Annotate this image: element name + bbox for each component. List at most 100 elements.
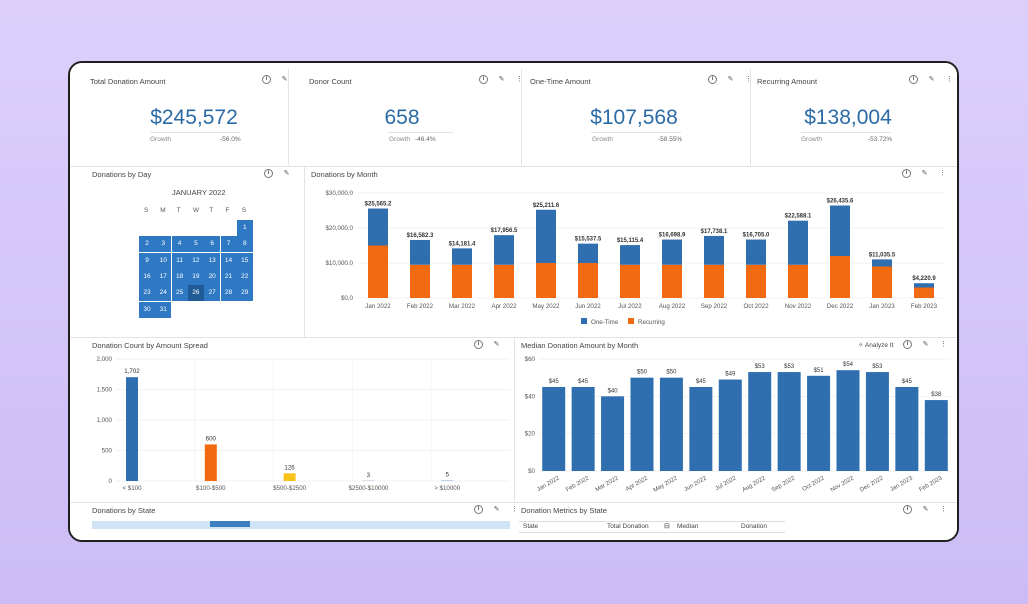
calendar-day[interactable]: 2 (139, 236, 155, 253)
calendar-day[interactable]: 21 (220, 268, 237, 285)
state-map[interactable] (92, 521, 510, 529)
more-icon[interactable]: ⋮ (940, 506, 947, 513)
bar-recurring (830, 256, 850, 298)
calendar-day[interactable]: 13 (204, 252, 221, 269)
bar-recurring (410, 264, 430, 298)
info-icon[interactable]: i (902, 169, 911, 178)
donations-by-state-panel: Donations by State i ✎ ⋮ (70, 503, 518, 540)
data-label: $50 (637, 370, 648, 376)
calendar-day[interactable]: 26 (187, 285, 204, 302)
calendar-day[interactable]: 16 (139, 268, 155, 285)
calendar-day[interactable]: 5 (187, 236, 204, 253)
data-label: $53 (784, 364, 795, 370)
calendar-day[interactable]: 22 (236, 268, 253, 285)
kpi-value: $138,004 (804, 106, 892, 129)
calendar-day[interactable]: 24 (155, 285, 172, 302)
x-tick-label: Jan 2023 (869, 303, 895, 310)
pencil-icon[interactable]: ✎ (921, 170, 928, 177)
calendar-day[interactable]: 14 (220, 252, 237, 269)
legend-label: Recurring (638, 319, 665, 326)
info-icon[interactable]: i (474, 340, 483, 349)
calendar-day[interactable]: 9 (139, 252, 155, 269)
x-tick-label: $500-$2500 (273, 485, 307, 492)
pencil-icon[interactable]: ✎ (727, 76, 734, 83)
y-tick-label: $60 (525, 356, 536, 363)
pencil-icon[interactable]: ✎ (922, 506, 929, 513)
divider (70, 502, 957, 503)
calendar-day[interactable]: 25 (171, 285, 188, 302)
divider (521, 69, 522, 165)
calendar-day[interactable]: 15 (236, 252, 253, 269)
pencil-icon[interactable]: ✎ (493, 341, 500, 348)
info-icon[interactable]: i (474, 505, 483, 514)
calendar-day[interactable]: 7 (220, 236, 237, 253)
info-icon[interactable]: i (262, 75, 271, 84)
pencil-icon[interactable]: ✎ (498, 76, 505, 83)
x-tick-label: Apr 2022 (491, 303, 517, 310)
more-icon[interactable]: ⋮ (516, 76, 523, 83)
column-header[interactable]: State (523, 523, 539, 530)
calendar-day[interactable]: 27 (204, 285, 221, 302)
map-region (210, 521, 250, 527)
donations-by-month-chart: $0.0 $10,000.0 $20,000.0 $30,000.0 $25,565.2… (325, 190, 945, 326)
analyze-it-button[interactable]: ✧ Analyze It (858, 341, 893, 349)
calendar-day[interactable]: 3 (155, 236, 172, 253)
calendar-day[interactable]: 23 (139, 285, 155, 302)
info-icon[interactable]: i (903, 340, 912, 349)
data-label: 5 (445, 472, 449, 479)
info-icon[interactable]: i (909, 75, 918, 84)
column-header[interactable]: Median (677, 523, 699, 530)
column-header[interactable]: Donation (741, 523, 768, 530)
data-label: $26,435.6 (827, 198, 854, 204)
kpi-growth-value: -58.55% (658, 136, 683, 143)
kpi-title: Total Donation Amount (90, 77, 166, 86)
calendar-day[interactable]: 4 (171, 236, 188, 253)
info-icon[interactable]: i (708, 75, 717, 84)
panel-title: Donations by State (92, 506, 156, 515)
pencil-icon[interactable]: ✎ (922, 341, 929, 348)
bar-one-time (368, 208, 388, 246)
day-of-week-label: T (209, 207, 214, 214)
divider (70, 166, 957, 167)
more-icon[interactable]: ⋮ (940, 341, 947, 348)
bar-one-time (662, 239, 682, 265)
info-icon[interactable]: i (264, 169, 273, 178)
calendar-day[interactable]: 18 (171, 268, 188, 285)
data-label: $17,956.5 (491, 228, 518, 234)
more-icon[interactable]: ⋮ (510, 505, 519, 514)
calendar-day[interactable]: 28 (220, 285, 237, 302)
calendar-day[interactable]: 30 (139, 301, 155, 318)
bar (571, 387, 595, 471)
day-of-week-label: T (176, 207, 181, 214)
pencil-icon[interactable]: ✎ (281, 76, 288, 83)
calendar-day[interactable]: 6 (204, 236, 221, 253)
pencil-icon[interactable]: ✎ (928, 76, 935, 83)
calendar-day[interactable]: 20 (204, 268, 221, 285)
calendar-day[interactable]: 11 (171, 252, 188, 269)
pencil-icon[interactable]: ✎ (493, 506, 500, 513)
data-label: $53 (872, 364, 883, 370)
x-tick-label: Oct 2022 (743, 303, 769, 310)
calendar-day[interactable]: 31 (155, 301, 172, 318)
calendar-day[interactable]: 1 (236, 220, 253, 236)
divider (591, 132, 681, 133)
panel-title: Donations by Day (92, 170, 152, 179)
column-header[interactable]: Total Donation (607, 523, 649, 530)
more-icon[interactable]: ⋮ (745, 76, 752, 83)
filter-icon[interactable]: ⊟ (664, 523, 670, 530)
legend-swatch (581, 318, 587, 324)
calendar-day[interactable]: 8 (236, 236, 253, 253)
calendar-day[interactable]: 10 (155, 252, 172, 269)
more-icon[interactable]: ⋮ (939, 170, 946, 177)
calendar-day[interactable]: 19 (187, 268, 204, 285)
divider (304, 167, 305, 337)
divider (750, 69, 751, 165)
more-icon[interactable]: ⋮ (946, 76, 953, 83)
x-tick-label: Dec 2022 (827, 303, 854, 310)
calendar-day[interactable]: 17 (155, 268, 172, 285)
info-icon[interactable]: i (479, 75, 488, 84)
pencil-icon[interactable]: ✎ (283, 170, 290, 177)
calendar-day[interactable]: 29 (236, 285, 253, 302)
calendar-day[interactable]: 12 (187, 252, 204, 269)
info-icon[interactable]: i (903, 505, 912, 514)
